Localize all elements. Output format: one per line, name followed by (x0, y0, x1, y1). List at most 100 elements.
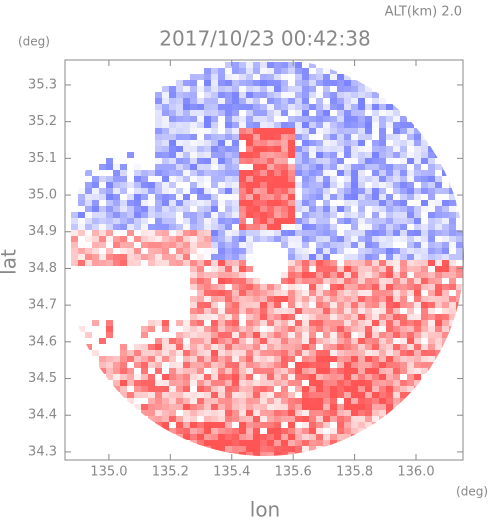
radar-cell (274, 290, 281, 296)
radar-cell (358, 212, 365, 218)
radar-cell (253, 68, 260, 74)
radar-cell (204, 152, 211, 158)
radar-cell (113, 206, 120, 212)
radar-cell (267, 446, 274, 452)
radar-cell (239, 206, 246, 212)
radar-cell (197, 296, 204, 302)
radar-cell (421, 206, 428, 212)
radar-cell (127, 218, 134, 224)
radar-cell (274, 434, 281, 440)
radar-cell (246, 224, 253, 230)
radar-cell (232, 326, 239, 332)
radar-cell (162, 260, 169, 266)
radar-cell (253, 452, 260, 456)
radar-cell (176, 92, 183, 98)
radar-cell (239, 188, 246, 194)
radar-cell (400, 398, 407, 404)
radar-cell (274, 68, 281, 74)
radar-cell (232, 428, 239, 434)
radar-cell (330, 314, 337, 320)
radar-cell (274, 134, 281, 140)
radar-cell (400, 368, 407, 374)
radar-cell (386, 272, 393, 278)
radar-cell (316, 68, 323, 74)
radar-cell (232, 320, 239, 326)
radar-cell (372, 398, 379, 404)
radar-cell (337, 164, 344, 170)
radar-cell (99, 224, 106, 230)
radar-cell (162, 344, 169, 350)
radar-cell (78, 188, 85, 194)
radar-cell (92, 182, 99, 188)
radar-cell (190, 272, 197, 278)
radar-cell (288, 344, 295, 350)
radar-cell (288, 242, 295, 248)
radar-cell (407, 308, 414, 314)
radar-cell (351, 86, 358, 92)
radar-cell (351, 386, 358, 392)
radar-cell (288, 446, 295, 452)
radar-cell (351, 242, 358, 248)
radar-cell (148, 188, 155, 194)
radar-cell (141, 362, 148, 368)
radar-cell (344, 230, 351, 236)
radar-cell (295, 308, 302, 314)
radar-cell (337, 140, 344, 146)
radar-cell (239, 98, 246, 104)
radar-cell (239, 452, 246, 456)
radar-cell (232, 62, 239, 68)
radar-cell (225, 158, 232, 164)
radar-cell (316, 416, 323, 422)
x-axis-label: lon (250, 498, 280, 521)
radar-cell (372, 182, 379, 188)
radar-cell (358, 128, 365, 134)
radar-cell (246, 242, 253, 248)
radar-cell (358, 98, 365, 104)
radar-cell (211, 338, 218, 344)
radar-cell (71, 248, 78, 254)
radar-cell (225, 242, 232, 248)
radar-field (71, 62, 464, 456)
radar-cell (204, 362, 211, 368)
radar-cell (246, 122, 253, 128)
radar-cell (435, 248, 442, 254)
radar-cell (169, 428, 176, 434)
radar-cell (155, 206, 162, 212)
radar-cell (386, 350, 393, 356)
radar-cell (372, 254, 379, 260)
radar-cell (386, 230, 393, 236)
radar-cell (344, 278, 351, 284)
radar-cell (120, 206, 127, 212)
radar-cell (281, 326, 288, 332)
radar-cell (379, 266, 386, 272)
radar-cell (372, 362, 379, 368)
radar-cell (106, 254, 113, 260)
radar-cell (162, 320, 169, 326)
radar-cell (323, 176, 330, 182)
radar-cell (302, 200, 309, 206)
radar-cell (344, 338, 351, 344)
radar-cell (365, 224, 372, 230)
radar-cell (197, 308, 204, 314)
radar-cell (393, 314, 400, 320)
radar-cell (351, 98, 358, 104)
radar-cell (386, 104, 393, 110)
radar-cell (71, 242, 78, 248)
radar-cell (190, 242, 197, 248)
radar-cell (246, 74, 253, 80)
radar-cell (337, 380, 344, 386)
radar-cell (323, 314, 330, 320)
radar-cell (393, 110, 400, 116)
radar-cell (260, 284, 267, 290)
radar-cell (274, 410, 281, 416)
radar-cell (162, 200, 169, 206)
radar-cell (169, 188, 176, 194)
radar-cell (253, 188, 260, 194)
radar-cell (176, 116, 183, 122)
radar-cell (393, 236, 400, 242)
radar-cell (414, 320, 421, 326)
radar-cell (337, 320, 344, 326)
radar-cell (239, 242, 246, 248)
radar-cell (358, 248, 365, 254)
radar-cell (225, 230, 232, 236)
